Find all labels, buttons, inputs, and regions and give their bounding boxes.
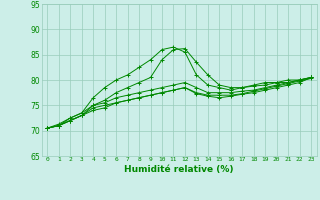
X-axis label: Humidité relative (%): Humidité relative (%) (124, 165, 234, 174)
